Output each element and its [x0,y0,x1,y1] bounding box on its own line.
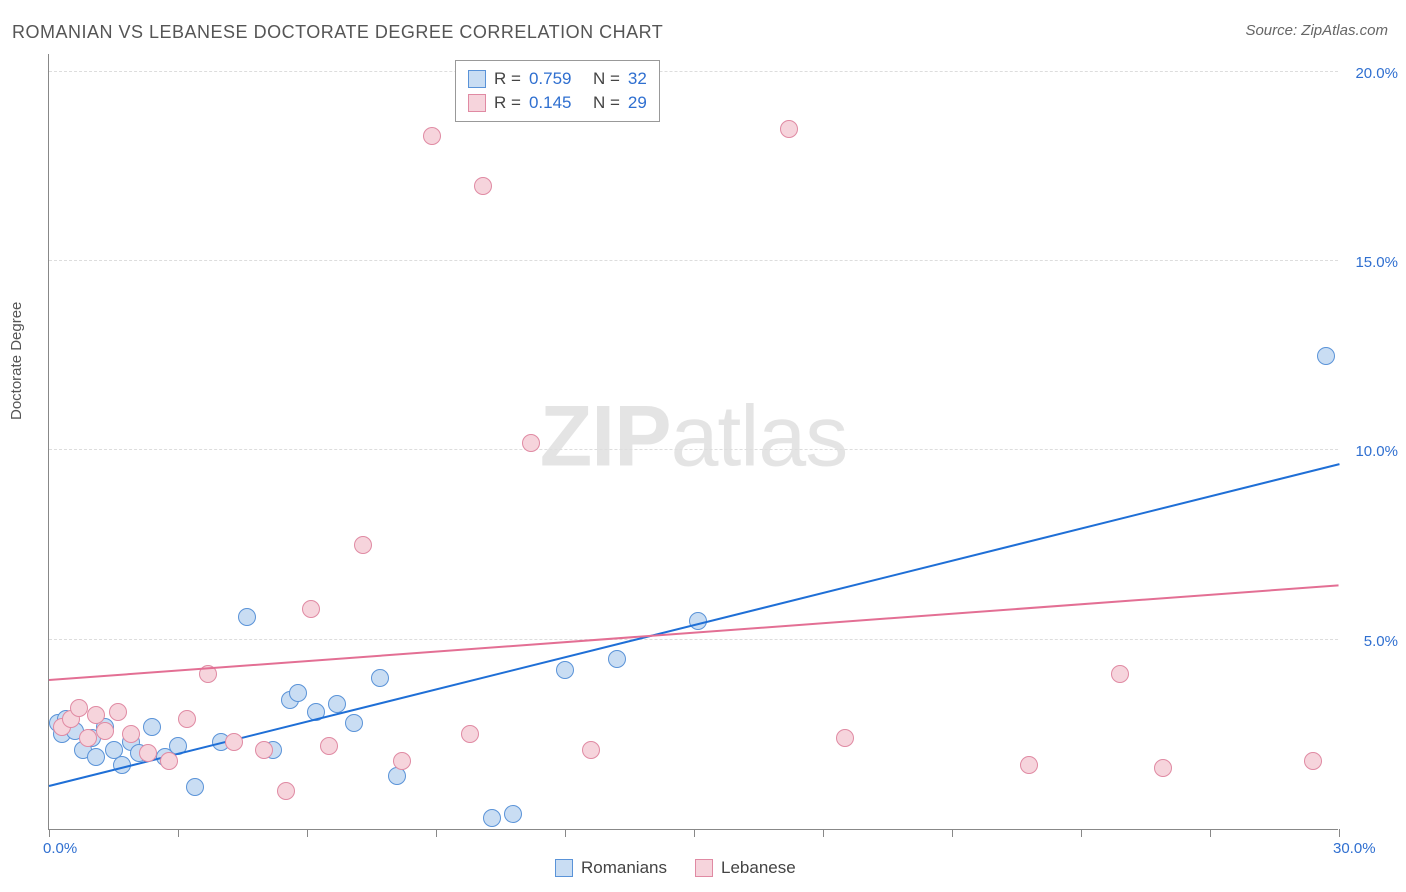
marker-lebanese [109,703,127,721]
x-tick [823,829,824,837]
x-tick [49,829,50,837]
legend-item: Lebanese [695,858,796,878]
series-legend: Romanians Lebanese [555,858,796,878]
x-tick [178,829,179,837]
marker-lebanese [393,752,411,770]
gridline [49,639,1338,640]
marker-lebanese [582,741,600,759]
gridline [49,449,1338,450]
x-tick-label: 30.0% [1333,840,1376,857]
chart-container: ROMANIAN VS LEBANESE DOCTORATE DEGREE CO… [0,0,1406,892]
marker-romanians [186,778,204,796]
n-value: 32 [628,69,647,89]
swatch-icon [468,94,486,112]
correlation-legend: R = 0.759 N = 32 R = 0.145 N = 29 [455,60,660,122]
marker-lebanese [79,729,97,747]
marker-romanians [504,805,522,823]
chart-title: ROMANIAN VS LEBANESE DOCTORATE DEGREE CO… [12,22,663,43]
x-tick [307,829,308,837]
marker-lebanese [780,120,798,138]
trendline-lebanese [49,585,1339,682]
r-value: 0.759 [529,69,585,89]
marker-romanians [143,718,161,736]
n-value: 29 [628,93,647,113]
marker-lebanese [522,434,540,452]
legend-row: R = 0.145 N = 29 [468,91,647,115]
marker-lebanese [160,752,178,770]
marker-lebanese [178,710,196,728]
n-label: N = [593,93,620,113]
marker-lebanese [139,744,157,762]
marker-lebanese [1020,756,1038,774]
gridline [49,260,1338,261]
marker-lebanese [225,733,243,751]
marker-romanians [289,684,307,702]
x-tick [1081,829,1082,837]
swatch-icon [695,859,713,877]
marker-lebanese [474,177,492,195]
legend-item: Romanians [555,858,667,878]
marker-lebanese [96,722,114,740]
marker-lebanese [423,127,441,145]
swatch-icon [555,859,573,877]
marker-lebanese [1111,665,1129,683]
r-value: 0.145 [529,93,585,113]
y-axis-label: Doctorate Degree [8,302,25,420]
n-label: N = [593,69,620,89]
marker-romanians [483,809,501,827]
y-tick-label: 15.0% [1355,254,1398,271]
x-tick [1210,829,1211,837]
marker-romanians [608,650,626,668]
marker-lebanese [277,782,295,800]
x-tick [565,829,566,837]
legend-label: Lebanese [721,858,796,878]
marker-romanians [87,748,105,766]
r-label: R = [494,93,521,113]
legend-label: Romanians [581,858,667,878]
marker-romanians [371,669,389,687]
y-tick-label: 10.0% [1355,443,1398,460]
marker-lebanese [1304,752,1322,770]
marker-lebanese [255,741,273,759]
marker-lebanese [320,737,338,755]
gridline [49,71,1338,72]
marker-lebanese [70,699,88,717]
source-label: Source: ZipAtlas.com [1245,22,1388,39]
y-tick-label: 5.0% [1364,633,1398,650]
marker-romanians [1317,347,1335,365]
marker-lebanese [1154,759,1172,777]
watermark: ZIPatlas [540,387,847,486]
marker-lebanese [836,729,854,747]
marker-lebanese [122,725,140,743]
marker-romanians [556,661,574,679]
marker-lebanese [354,536,372,554]
y-tick-label: 20.0% [1355,65,1398,82]
marker-romanians [345,714,363,732]
swatch-icon [468,70,486,88]
legend-row: R = 0.759 N = 32 [468,67,647,91]
r-label: R = [494,69,521,89]
x-tick [1339,829,1340,837]
marker-lebanese [302,600,320,618]
marker-lebanese [461,725,479,743]
x-tick [436,829,437,837]
x-tick [694,829,695,837]
marker-romanians [388,767,406,785]
x-tick-label: 0.0% [43,840,77,857]
plot-area: ZIPatlas 5.0%10.0%15.0%20.0%0.0%30.0% [48,54,1338,830]
marker-romanians [238,608,256,626]
x-tick [952,829,953,837]
